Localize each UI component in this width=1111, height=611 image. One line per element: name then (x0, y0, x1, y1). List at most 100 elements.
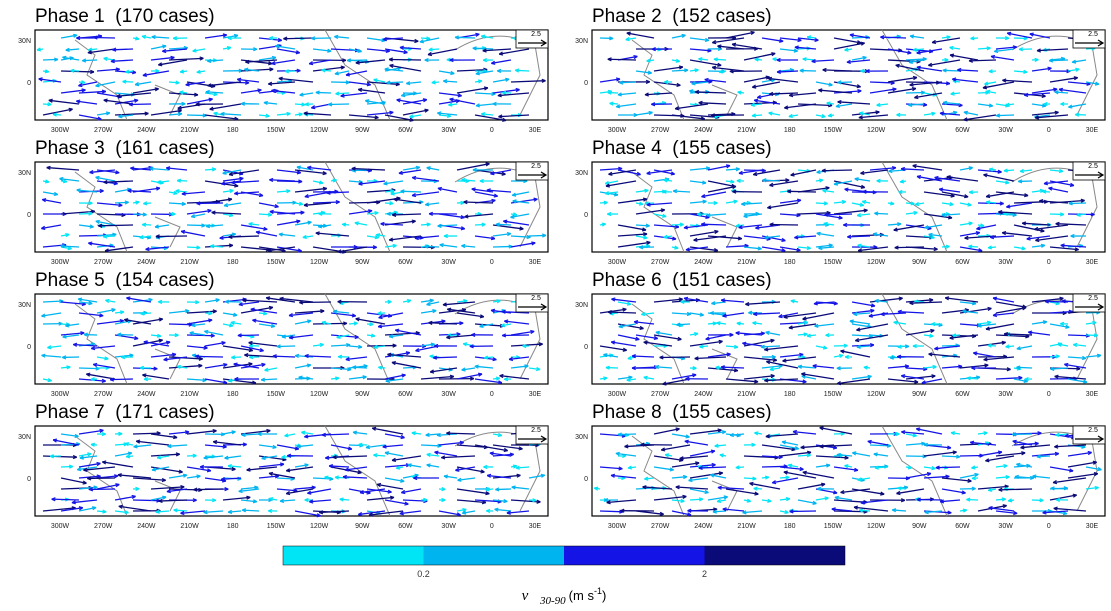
lon-label: 90W (912, 127, 927, 134)
map-frame (35, 30, 548, 120)
lon-label: 30E (529, 523, 542, 530)
lon-label: 270W (94, 523, 113, 530)
lon-label: 30W (441, 127, 456, 134)
map-panel (592, 294, 1105, 385)
lon-label: 60W (398, 523, 413, 530)
units-label: v⃗30-90(m s-1) (522, 586, 607, 607)
wind-vector (299, 302, 331, 303)
reference-label: 2.5 (1088, 31, 1098, 38)
wind-vector (1049, 60, 1068, 61)
reference-label: 2.5 (531, 295, 541, 302)
map-frame (35, 162, 548, 252)
units-text: (m s (569, 588, 595, 603)
lon-label: 120W (867, 391, 886, 398)
wind-vector (824, 214, 852, 215)
lon-label: 60W (955, 523, 970, 530)
wind-vector (529, 235, 546, 236)
lon-label: 240W (137, 127, 156, 134)
lon-label: 210W (737, 259, 756, 266)
lon-label: 90W (912, 391, 927, 398)
lon-label: 30W (998, 391, 1013, 398)
units-exponent: -1 (594, 586, 602, 596)
wind-vector (187, 335, 215, 336)
reference-label: 2.5 (1088, 427, 1098, 434)
lon-label: 30E (529, 127, 542, 134)
lon-label: 60W (955, 259, 970, 266)
lon-label: 300W (608, 391, 627, 398)
map-panel (592, 30, 1105, 121)
lat-label: 30N (575, 170, 588, 177)
lat-label: 30N (575, 302, 588, 309)
lon-label: 300W (51, 391, 70, 398)
lon-label: 300W (51, 523, 70, 530)
lon-label: 180 (227, 259, 239, 266)
wind-vector (969, 60, 996, 61)
lon-label: 0 (490, 127, 494, 134)
wind-vector (238, 335, 259, 336)
panel-title: Phase 5 (154 cases) (35, 270, 215, 291)
lat-label: 30N (575, 434, 588, 441)
colorbar-segment (283, 546, 424, 565)
units-close: ) (602, 588, 606, 603)
reference-label: 2.5 (1088, 295, 1098, 302)
lon-label: 270W (651, 523, 670, 530)
lon-label: 180 (784, 523, 796, 530)
lon-label: 150W (267, 523, 286, 530)
lon-label: 150W (267, 127, 286, 134)
wind-vector (847, 236, 870, 237)
lon-label: 120W (310, 259, 329, 266)
lon-label: 30W (998, 523, 1013, 530)
lon-label: 270W (651, 259, 670, 266)
lon-label: 270W (94, 127, 113, 134)
reference-label: 2.5 (531, 427, 541, 434)
wind-vector (133, 500, 160, 501)
lon-label: 180 (784, 391, 796, 398)
lon-label: 300W (608, 523, 627, 530)
lon-label: 210W (737, 127, 756, 134)
lon-label: 300W (608, 259, 627, 266)
lon-label: 120W (867, 259, 886, 266)
lat-label: 30N (18, 170, 31, 177)
lon-label: 300W (608, 127, 627, 134)
wind-vector (600, 511, 623, 512)
lat-label: 0 (27, 212, 31, 219)
lon-label: 30E (529, 391, 542, 398)
lon-label: 30W (441, 391, 456, 398)
lat-label: 30N (18, 302, 31, 309)
lon-label: 60W (955, 391, 970, 398)
lon-label: 30E (1086, 391, 1099, 398)
units-symbol: v⃗ (522, 588, 540, 604)
lon-label: 60W (398, 259, 413, 266)
panel-title: Phase 6 (151 cases) (592, 270, 772, 291)
wind-vector (473, 48, 493, 49)
wind-vector (906, 92, 925, 93)
lon-label: 240W (694, 391, 713, 398)
lat-label: 0 (27, 80, 31, 87)
lon-label: 180 (227, 127, 239, 134)
colorbar-label: 0.2 (417, 569, 430, 579)
lon-label: 30W (998, 127, 1013, 134)
wind-vector (936, 467, 960, 468)
map-frame (35, 426, 548, 516)
lon-label: 90W (912, 523, 927, 530)
lon-label: 120W (867, 127, 886, 134)
wind-vector (618, 434, 636, 435)
lon-label: 150W (267, 259, 286, 266)
lon-label: 60W (398, 391, 413, 398)
lon-label: 210W (180, 259, 199, 266)
wind-vector (389, 59, 421, 60)
lon-label: 210W (737, 523, 756, 530)
lon-label: 270W (651, 391, 670, 398)
wind-vector (110, 379, 133, 380)
wind-vector (195, 356, 223, 357)
wind-vector (608, 59, 636, 60)
map-panel (592, 162, 1105, 252)
colorbar-segment (424, 546, 565, 565)
panel-title: Phase 8 (155 cases) (592, 402, 772, 423)
lon-label: 120W (310, 391, 329, 398)
map-panel (35, 162, 548, 253)
lon-label: 150W (824, 127, 843, 134)
lon-label: 0 (490, 523, 494, 530)
wind-vector (433, 357, 457, 358)
lat-label: 0 (584, 344, 588, 351)
